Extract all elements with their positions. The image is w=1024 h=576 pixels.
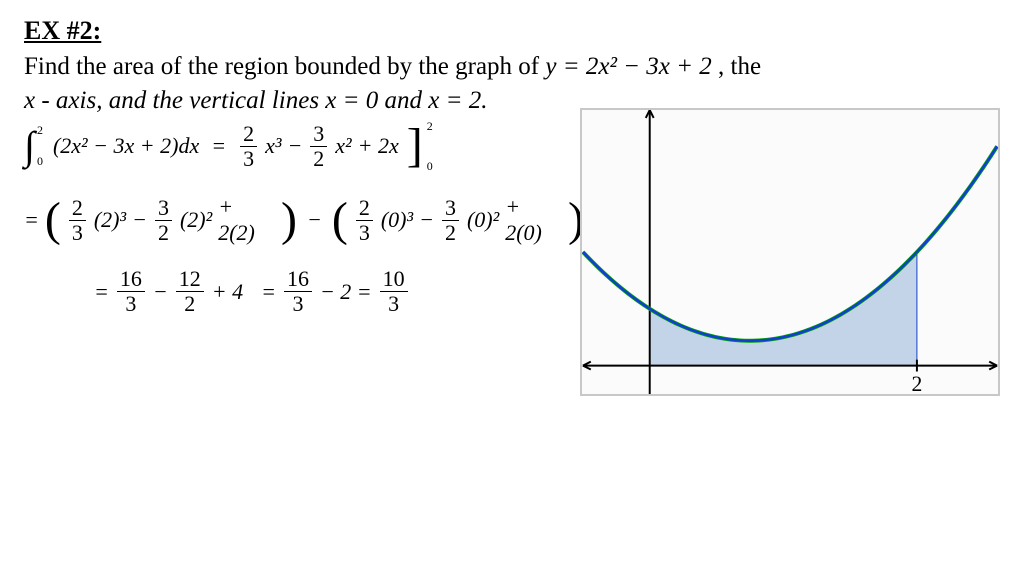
frac-a: 23: [69, 197, 86, 244]
term-c: (0)³: [381, 207, 413, 233]
problem-line-2: x - axis, and the vertical lines x = 0 a…: [24, 87, 488, 114]
eval-bounds: 2 0: [427, 120, 433, 172]
minus-2-equals: − 2 =: [320, 279, 372, 305]
rparen-1: ): [281, 203, 297, 237]
integral-bounds: 2 0: [37, 124, 43, 168]
plus-b: + 2(2): [218, 194, 275, 246]
lparen-1: (: [45, 203, 61, 237]
x-squared: x²: [335, 133, 351, 159]
equals-3: =: [94, 279, 109, 305]
frac-2-3: 23: [240, 123, 257, 170]
plus-4: + 4: [212, 279, 243, 305]
term-d: (0)²: [467, 207, 499, 233]
frac-16-3b: 163: [284, 268, 312, 315]
minus-1: −: [287, 133, 302, 159]
frac-c: 23: [356, 197, 373, 244]
svg-text:2: 2: [912, 372, 923, 394]
lparen-2: (: [332, 203, 348, 237]
frac-d: 32: [442, 197, 459, 244]
equals-2: =: [24, 207, 39, 233]
term-b: (2)²: [180, 207, 212, 233]
minus-c: −: [419, 207, 434, 233]
example-heading: EX #2:: [24, 16, 1000, 46]
simplification-line: = 163 − 122 + 4 = 163 − 2 = 103: [94, 268, 584, 315]
integral-line: ∫ 2 0 (2x² − 3x + 2)dx = 23 x³ − 32 x² +…: [24, 120, 584, 172]
frac-12-2: 122: [176, 268, 204, 315]
solution-work: ∫ 2 0 (2x² − 3x + 2)dx = 23 x³ − 32 x² +…: [24, 120, 584, 337]
problem-text-2: , the: [718, 53, 761, 80]
eval-bracket: ]: [407, 129, 423, 163]
term-a: (2)³: [94, 207, 126, 233]
frac-16-3: 163: [117, 268, 145, 315]
parabola-graph: 2: [582, 110, 998, 394]
minus-groups: −: [307, 207, 322, 233]
integrand: (2x² − 3x + 2)dx: [53, 133, 199, 159]
frac-3-2: 32: [310, 123, 327, 170]
minus-3: −: [153, 279, 168, 305]
graph-panel: 2: [580, 108, 1000, 396]
equals-4: =: [261, 279, 276, 305]
x-cubed: x³: [265, 133, 281, 159]
plus-2x: + 2x: [358, 133, 399, 159]
equals-1: =: [211, 133, 226, 159]
problem-text-1: Find the area of the region bounded by t…: [24, 53, 545, 80]
integral-symbol: ∫: [24, 130, 35, 162]
problem-equation: y = 2x² − 3x + 2: [545, 53, 711, 80]
substitution-line: = ( 23 (2)³ − 32 (2)² + 2(2) ) − ( 23 (0…: [24, 194, 584, 246]
minus-a: −: [132, 207, 147, 233]
frac-10-3: 103: [380, 268, 408, 315]
plus-d: + 2(0): [505, 194, 562, 246]
frac-b: 32: [155, 197, 172, 244]
